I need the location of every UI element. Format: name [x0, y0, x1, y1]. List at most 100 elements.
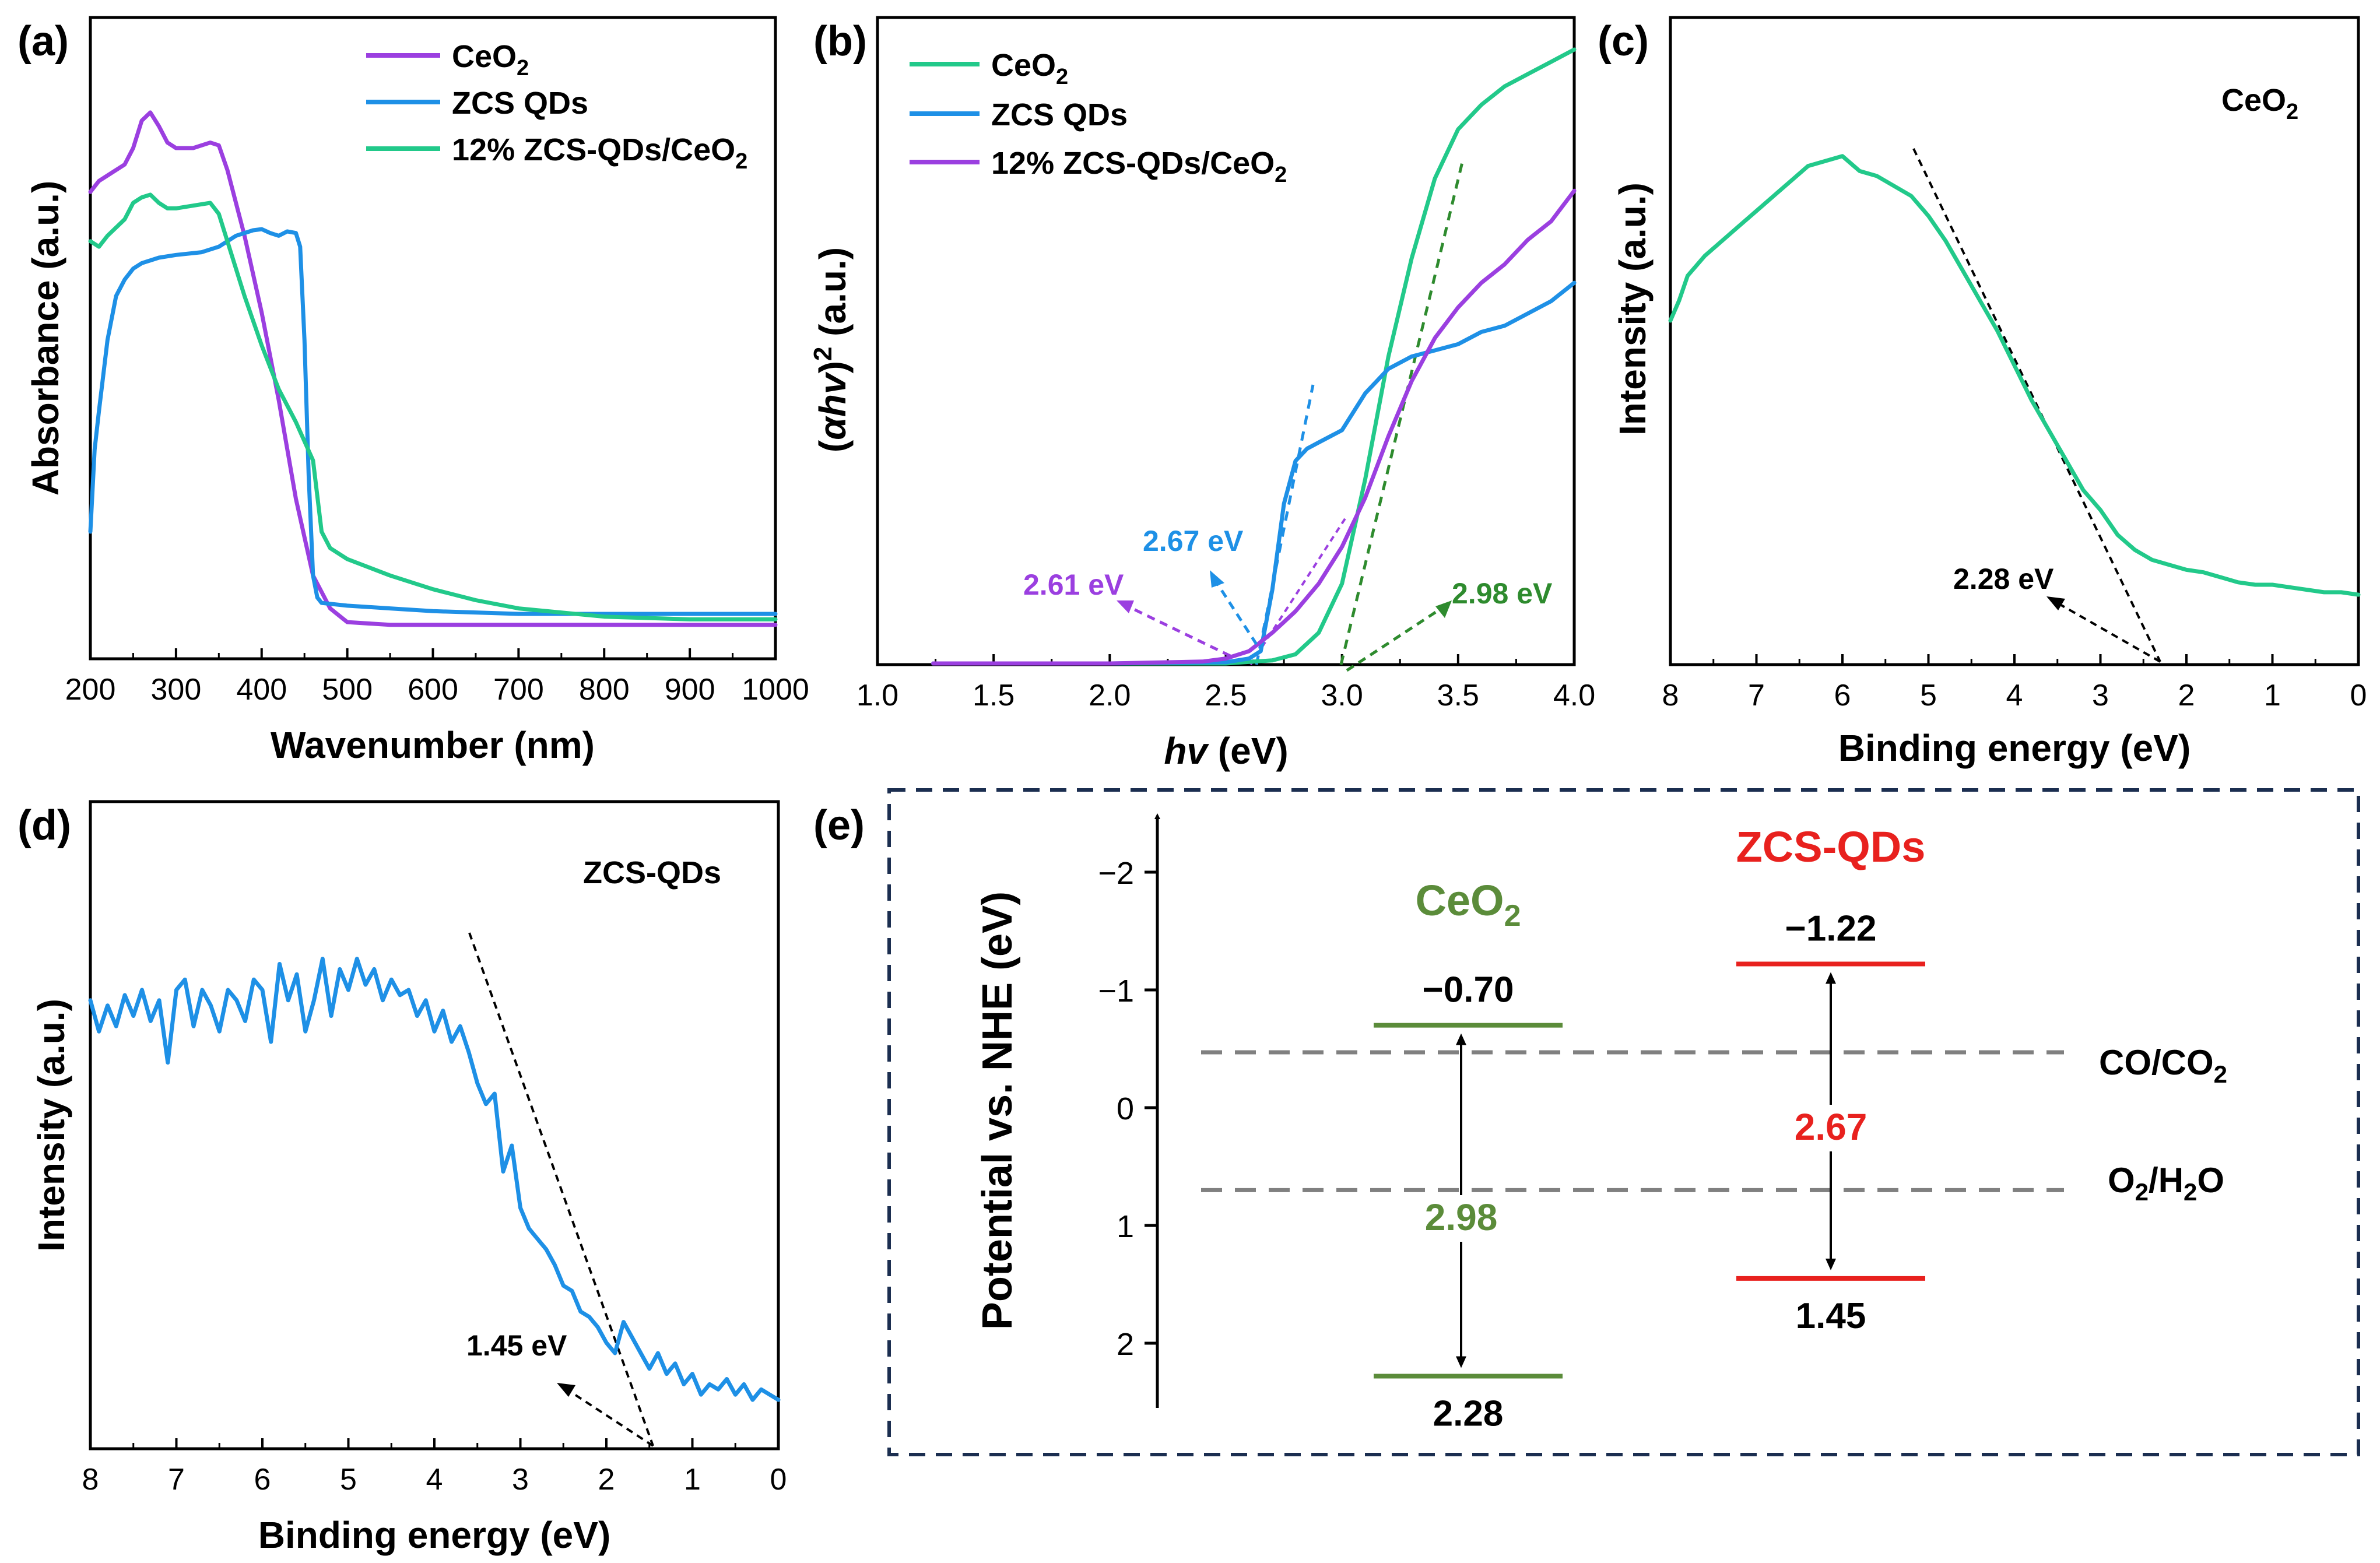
- panel-e: (e) −2 −1 0 1 2 Potential vs. NHE (eV) −0.70…: [813, 788, 2360, 1456]
- xtick-label-d-6: 2: [598, 1463, 615, 1497]
- xtick-label-a-5: 700: [493, 673, 544, 707]
- series-line-b-0: [931, 47, 1577, 666]
- panel-e-label: (e): [813, 802, 865, 849]
- panel-d: (d) 8 7 6 5 4 3 2 1 0 1.45 eV ZCS-QDs Binding en…: [17, 800, 787, 1556]
- legend-b-ceo2: CeO2: [991, 48, 1068, 89]
- panel-b-ylabel: (αhv)2 (a.u.): [809, 247, 854, 452]
- panel-b-series: [931, 47, 1577, 666]
- ytick-label-e-4: 2: [1117, 1327, 1134, 1362]
- xtick-label-b-6: 4.0: [1553, 679, 1595, 712]
- panel-e-yticks: −2 −1 0 1 2: [1098, 856, 1157, 1362]
- gap-label-1: 2.67: [1795, 1106, 1868, 1148]
- xtick-label-c-2: 6: [1834, 679, 1851, 712]
- legend-a-zcs: ZCS QDs: [452, 86, 588, 121]
- arrow-c: [2058, 602, 2161, 663]
- panel-c-series: [1668, 154, 2361, 597]
- gap-label-0: 2.98: [1425, 1196, 1498, 1238]
- arrow-d: [567, 1389, 654, 1447]
- panel-b-xlabel: hv (eV): [1164, 730, 1288, 772]
- tangent-b-ceo2: [1339, 157, 1465, 665]
- xtick-label-a-2: 400: [236, 673, 287, 707]
- panel-d-ylabel: Intensity (a.u.): [30, 999, 72, 1252]
- arrowhead-c: [2046, 596, 2065, 610]
- panel-b-label: (b): [813, 18, 867, 65]
- xtick-label-a-6: 800: [579, 673, 630, 707]
- panel-d-xaxis: 8 7 6 5 4 3 2 1 0: [82, 1438, 787, 1497]
- panel-e-frame: [887, 788, 2360, 1456]
- annotation-b-298: 2.98 eV: [1452, 577, 1553, 610]
- xtick-label-c-3: 5: [1920, 679, 1937, 712]
- xtick-label-b-1: 1.5: [973, 679, 1015, 712]
- series-line-d-0: [88, 957, 781, 1402]
- series-line-b-2: [931, 188, 1577, 666]
- xtick-label-c-7: 1: [2264, 679, 2281, 712]
- xtick-label-c-4: 4: [2006, 679, 2023, 712]
- annotation-c: 2.28 eV: [1953, 563, 2054, 595]
- xtick-label-d-1: 7: [168, 1463, 185, 1497]
- annotation-d: 1.45 eV: [466, 1329, 567, 1362]
- legend-b-zcs: ZCS QDs: [991, 97, 1128, 132]
- arrow-b-267: [1212, 577, 1258, 645]
- panel-d-inset-label: ZCS-QDs: [583, 855, 721, 890]
- xtick-label-c-5: 3: [2092, 679, 2109, 712]
- xtick-label-b-5: 3.5: [1437, 679, 1479, 712]
- legend-b-composite: 12% ZCS-QDs/CeO2: [991, 146, 1287, 187]
- series-line-b-1: [931, 280, 1577, 666]
- cb-label-0: −0.70: [1423, 970, 1514, 1010]
- xtick-label-c-6: 2: [2178, 679, 2195, 712]
- ytick-label-e-2: 0: [1117, 1091, 1134, 1126]
- annotation-b-261: 2.61 eV: [1023, 568, 1124, 601]
- xtick-label-b-3: 2.5: [1205, 679, 1247, 712]
- panel-c-label: (c): [1598, 18, 1649, 65]
- annotation-b-267: 2.67 eV: [1143, 525, 1244, 557]
- gap-label-bg-1: [1781, 1105, 1880, 1151]
- material-title-ceo2: CeO2: [1415, 876, 1521, 933]
- gap-arrowhead-top-0: [1456, 1033, 1466, 1045]
- xtick-label-b-2: 2.0: [1089, 679, 1131, 712]
- xtick-label-d-5: 3: [512, 1463, 529, 1497]
- panel-a-ylabel: Absorbance (a.u.): [24, 181, 66, 496]
- tangent-c: [1912, 148, 2161, 662]
- arrowhead-b-261: [1117, 600, 1134, 613]
- legend-a-composite: 12% ZCS-QDs/CeO2: [452, 132, 747, 174]
- panel-d-label: (d): [17, 802, 71, 849]
- panel-a-series: [88, 110, 778, 627]
- panel-c-ylabel: Intensity (a.u.): [1612, 182, 1654, 435]
- panel-b-legend: CeO2 ZCS QDs 12% ZCS-QDs/CeO2: [910, 48, 1287, 187]
- ref-label-o2-h2o: O2/H2O: [2108, 1161, 2224, 1206]
- xtick-label-d-4: 4: [426, 1463, 443, 1497]
- panel-e-diagram: −0.70 2.28 2.98 −1.22 1.45 2.67: [1201, 909, 2064, 1434]
- arrowhead-b-298: [1435, 600, 1452, 618]
- xtick-label-c-8: 0: [2350, 679, 2367, 712]
- xtick-label-d-2: 6: [254, 1463, 271, 1497]
- gap-arrowhead-top-1: [1826, 972, 1836, 984]
- arrow-b-261: [1124, 603, 1231, 658]
- panel-b: (b) 1.0 1.5 2.0 2.5 3.0 3.5 4.0 2.67 eV 2.61 e…: [809, 16, 1595, 772]
- panel-a-xaxis: 200 300 400 500 600 700 800 900 1000: [65, 648, 809, 707]
- xtick-label-a-0: 200: [65, 673, 116, 707]
- xtick-label-d-0: 8: [82, 1463, 99, 1497]
- cb-label-1: −1.22: [1785, 909, 1877, 949]
- gap-label-bg-0: [1412, 1195, 1511, 1242]
- ref-label-co-co2: CO/CO2: [2099, 1043, 2227, 1088]
- panel-d-xlabel: Binding energy (eV): [258, 1514, 611, 1556]
- panel-d-series: [88, 957, 781, 1402]
- xtick-label-b-0: 1.0: [856, 679, 898, 712]
- panel-d-frame: [89, 800, 780, 1450]
- xtick-label-a-7: 900: [665, 673, 715, 707]
- xtick-label-a-4: 600: [408, 673, 458, 707]
- xtick-label-d-8: 0: [770, 1463, 787, 1497]
- panel-a-xlabel: Wavenumber (nm): [271, 724, 595, 766]
- material-title-zcs: ZCS-QDs: [1736, 823, 1926, 871]
- arrowhead-b-267: [1210, 570, 1224, 588]
- series-line-a-1: [88, 227, 778, 616]
- panel-b-xaxis: 1.0 1.5 2.0 2.5 3.0 3.5 4.0: [856, 654, 1595, 712]
- tangent-d: [468, 932, 654, 1446]
- vb-label-0: 2.28: [1433, 1394, 1504, 1434]
- gap-arrowhead-bot-0: [1456, 1356, 1466, 1368]
- panel-a-label: (a): [17, 18, 69, 65]
- xtick-label-d-7: 1: [684, 1463, 701, 1497]
- series-line-a-2: [88, 192, 778, 621]
- xtick-label-a-8: 1000: [742, 673, 809, 707]
